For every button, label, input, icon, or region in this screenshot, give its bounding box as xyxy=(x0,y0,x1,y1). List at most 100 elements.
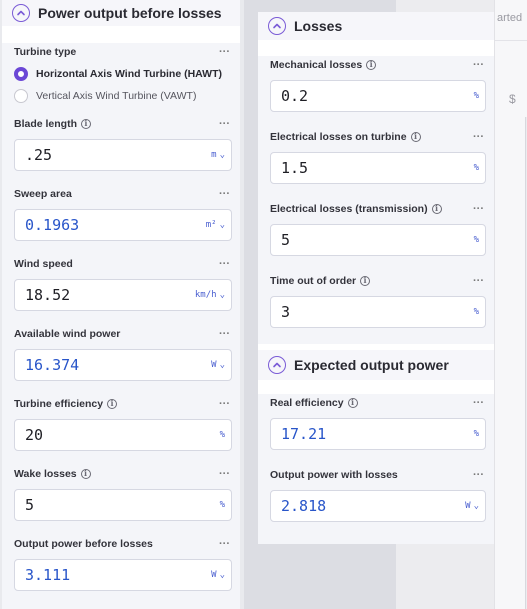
input-value: 0.2 xyxy=(281,87,309,105)
unit-label: % xyxy=(219,430,225,440)
chevron-up-icon[interactable] xyxy=(12,4,30,22)
more-options-icon[interactable]: ··· xyxy=(473,131,484,143)
field-label: Turbine efficiency xyxy=(14,398,104,410)
field-label: Blade length xyxy=(14,118,78,130)
radio-label: Horizontal Axis Wind Turbine (HAWT) xyxy=(36,68,222,80)
radio-option-vawt[interactable]: Vertical Axis Wind Turbine (VAWT) xyxy=(14,85,232,107)
power-before-losses-header[interactable]: Power output before losses xyxy=(2,0,240,26)
wake-losses-input[interactable]: 5 % xyxy=(14,489,232,521)
radio-option-hawt[interactable]: Horizontal Axis Wind Turbine (HAWT) xyxy=(14,63,232,85)
more-options-icon[interactable]: ··· xyxy=(473,397,484,409)
more-options-icon[interactable]: ··· xyxy=(219,328,230,340)
info-icon[interactable] xyxy=(366,59,377,70)
output-before-losses-input[interactable]: 3.111 W ⌄ xyxy=(14,559,232,591)
electrical-losses-turbine-field: Electrical losses on turbine ··· 1.5 % xyxy=(258,128,494,184)
more-options-icon[interactable]: ··· xyxy=(473,469,484,481)
chevron-down-icon: ⌄ xyxy=(219,150,225,160)
field-label: Wake losses xyxy=(14,468,77,480)
real-efficiency-input[interactable]: 17.21 % xyxy=(270,418,486,450)
input-value: 18.52 xyxy=(25,286,71,304)
power-before-losses-panel: Power output before losses Turbine type … xyxy=(2,0,240,609)
more-options-icon[interactable]: ··· xyxy=(219,118,230,130)
info-icon[interactable] xyxy=(347,397,358,408)
radio-selected-icon[interactable] xyxy=(14,67,28,81)
unit-label: m² xyxy=(205,220,217,230)
section-title: Losses xyxy=(294,18,343,34)
field-label: Available wind power xyxy=(14,328,121,340)
output-with-losses-input[interactable]: 2.818 W ⌄ xyxy=(270,490,486,522)
more-options-icon[interactable]: ··· xyxy=(473,203,484,215)
input-value: 5 xyxy=(25,496,35,514)
losses-header[interactable]: Losses xyxy=(258,12,494,40)
unit-label: % xyxy=(473,163,479,173)
background-page: arted $ xyxy=(494,0,527,609)
unit-label: km/h xyxy=(194,290,217,300)
input-value: 1.5 xyxy=(281,159,309,177)
input-value: 20 xyxy=(25,426,44,444)
time-out-of-order-input[interactable]: 3 % xyxy=(270,296,486,328)
chevron-down-icon: ⌄ xyxy=(219,290,225,300)
field-label: Time out of order xyxy=(270,275,357,287)
unit-select[interactable]: km/h ⌄ xyxy=(195,290,225,300)
more-options-icon[interactable]: ··· xyxy=(219,538,230,550)
chevron-up-icon[interactable] xyxy=(268,17,286,35)
sweep-area-input[interactable]: 0.1963 m² ⌄ xyxy=(14,209,232,241)
info-icon[interactable] xyxy=(410,131,421,142)
available-wind-power-input[interactable]: 16.374 W ⌄ xyxy=(14,349,232,381)
background-column xyxy=(525,117,527,609)
blade-length-input[interactable]: .25 m ⌄ xyxy=(14,139,232,171)
more-options-icon[interactable]: ··· xyxy=(219,258,230,270)
radio-unselected-icon[interactable] xyxy=(14,89,28,103)
electrical-losses-transmission-input[interactable]: 5 % xyxy=(270,224,486,256)
input-value: 2.818 xyxy=(281,497,327,515)
mechanical-losses-input[interactable]: 0.2 % xyxy=(270,80,486,112)
unit-select[interactable]: W ⌄ xyxy=(211,360,225,370)
losses-panel: Losses Mechanical losses ··· 0.2 % Elect… xyxy=(258,12,494,544)
background-text: arted xyxy=(497,12,523,24)
unit-select[interactable]: m² ⌄ xyxy=(206,220,225,230)
more-options-icon[interactable]: ··· xyxy=(219,468,230,480)
more-options-icon[interactable]: ··· xyxy=(219,46,230,58)
expected-output-header[interactable]: Expected output power xyxy=(258,350,494,380)
field-label: Electrical losses on turbine xyxy=(270,131,407,143)
sweep-area-field: Sweep area ··· 0.1963 m² ⌄ xyxy=(2,185,240,241)
unit-label: % xyxy=(473,307,479,317)
wind-speed-input[interactable]: 18.52 km/h ⌄ xyxy=(14,279,232,311)
wake-losses-field: Wake losses ··· 5 % xyxy=(2,465,240,521)
info-icon[interactable] xyxy=(81,118,92,129)
chevron-up-icon[interactable] xyxy=(268,356,286,374)
unit-label: W xyxy=(465,501,471,511)
section-title: Power output before losses xyxy=(38,5,222,21)
input-value: 3 xyxy=(281,303,291,321)
info-icon[interactable] xyxy=(431,203,442,214)
unit-label: % xyxy=(473,429,479,439)
more-options-icon[interactable]: ··· xyxy=(473,59,484,71)
info-icon[interactable] xyxy=(360,275,371,286)
available-wind-power-field: Available wind power ··· 16.374 W ⌄ xyxy=(2,325,240,381)
electrical-losses-turbine-input[interactable]: 1.5 % xyxy=(270,152,486,184)
divider xyxy=(495,40,527,41)
turbine-efficiency-field: Turbine efficiency ··· 20 % xyxy=(2,395,240,451)
more-options-icon[interactable]: ··· xyxy=(219,188,230,200)
info-icon[interactable] xyxy=(80,468,91,479)
output-before-losses-field: Output power before losses ··· 3.111 W ⌄ xyxy=(2,535,240,591)
chevron-down-icon: ⌄ xyxy=(219,220,225,230)
radio-label: Vertical Axis Wind Turbine (VAWT) xyxy=(36,90,197,102)
unit-label: W xyxy=(211,570,217,580)
real-efficiency-field: Real efficiency ··· 17.21 % xyxy=(258,394,494,450)
info-icon[interactable] xyxy=(107,398,118,409)
input-value: 16.374 xyxy=(25,356,80,374)
wind-speed-field: Wind speed ··· 18.52 km/h ⌄ xyxy=(2,255,240,311)
field-label: Real efficiency xyxy=(270,397,344,409)
unit-select[interactable]: m ⌄ xyxy=(211,150,225,160)
electrical-losses-transmission-field: Electrical losses (transmission) ··· 5 % xyxy=(258,200,494,256)
dollar-icon: $ xyxy=(509,92,516,106)
unit-select[interactable]: W ⌄ xyxy=(465,501,479,511)
more-options-icon[interactable]: ··· xyxy=(219,398,230,410)
more-options-icon[interactable]: ··· xyxy=(473,275,484,287)
time-out-of-order-field: Time out of order ··· 3 % xyxy=(258,272,494,328)
output-with-losses-field: Output power with losses ··· 2.818 W ⌄ xyxy=(258,466,494,522)
turbine-efficiency-input[interactable]: 20 % xyxy=(14,419,232,451)
field-label: Mechanical losses xyxy=(270,59,363,71)
unit-select[interactable]: W ⌄ xyxy=(211,570,225,580)
